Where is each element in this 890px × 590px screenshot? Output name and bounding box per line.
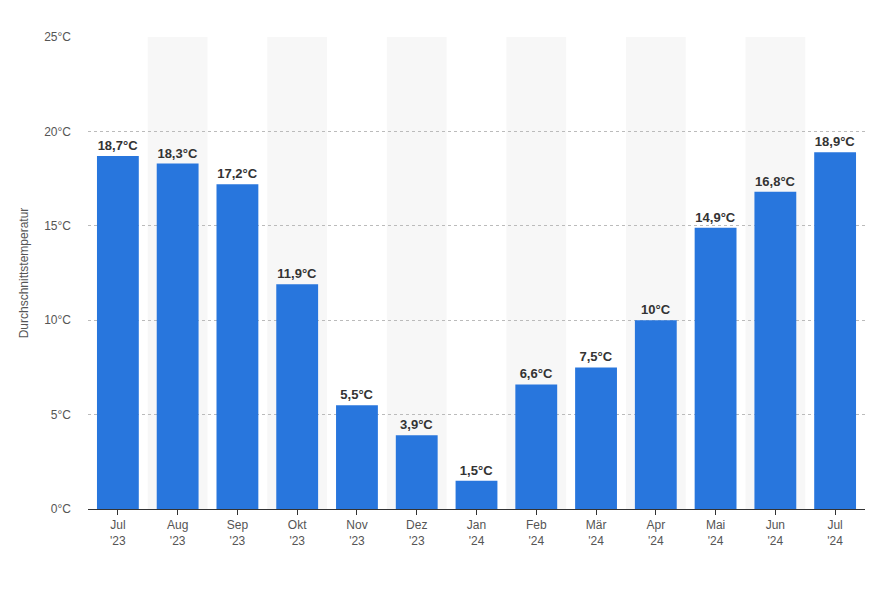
svg-text:Jul'24: Jul'24: [827, 518, 843, 548]
svg-text:0°C: 0°C: [51, 502, 71, 516]
svg-text:Nov'23: Nov'23: [346, 518, 367, 548]
svg-text:25°C: 25°C: [44, 30, 71, 44]
svg-text:18,7°C: 18,7°C: [98, 138, 139, 153]
svg-text:16,8°C: 16,8°C: [755, 174, 796, 189]
svg-text:18,9°C: 18,9°C: [815, 134, 856, 149]
svg-text:Durchschnittstemperatur: Durchschnittstemperatur: [17, 208, 31, 339]
svg-text:17,2°C: 17,2°C: [217, 166, 258, 181]
svg-text:15°C: 15°C: [44, 219, 71, 233]
svg-text:20°C: 20°C: [44, 125, 71, 139]
svg-text:6,6°C: 6,6°C: [520, 366, 553, 381]
svg-text:10°C: 10°C: [641, 302, 671, 317]
svg-text:Sep'23: Sep'23: [227, 518, 249, 548]
svg-text:Jan'24: Jan'24: [467, 518, 486, 548]
svg-text:7,5°C: 7,5°C: [579, 349, 612, 364]
svg-text:Dez'23: Dez'23: [406, 518, 427, 548]
svg-text:Jul'23: Jul'23: [110, 518, 126, 548]
svg-text:Aug'23: Aug'23: [167, 518, 188, 548]
svg-text:Mai'24: Mai'24: [706, 518, 725, 548]
svg-text:3,9°C: 3,9°C: [400, 417, 433, 432]
svg-text:5,5°C: 5,5°C: [340, 387, 373, 402]
svg-text:Jun'24: Jun'24: [766, 518, 785, 548]
svg-text:18,3°C: 18,3°C: [157, 146, 198, 161]
svg-text:5°C: 5°C: [51, 408, 71, 422]
svg-text:14,9°C: 14,9°C: [695, 210, 736, 225]
svg-text:Feb'24: Feb'24: [526, 518, 547, 548]
svg-text:1,5°C: 1,5°C: [460, 463, 493, 478]
svg-text:Okt'23: Okt'23: [288, 518, 307, 548]
svg-text:Apr'24: Apr'24: [646, 518, 665, 548]
svg-text:11,9°C: 11,9°C: [277, 266, 317, 281]
svg-text:Mär'24: Mär'24: [586, 518, 607, 548]
svg-text:10°C: 10°C: [44, 313, 71, 327]
